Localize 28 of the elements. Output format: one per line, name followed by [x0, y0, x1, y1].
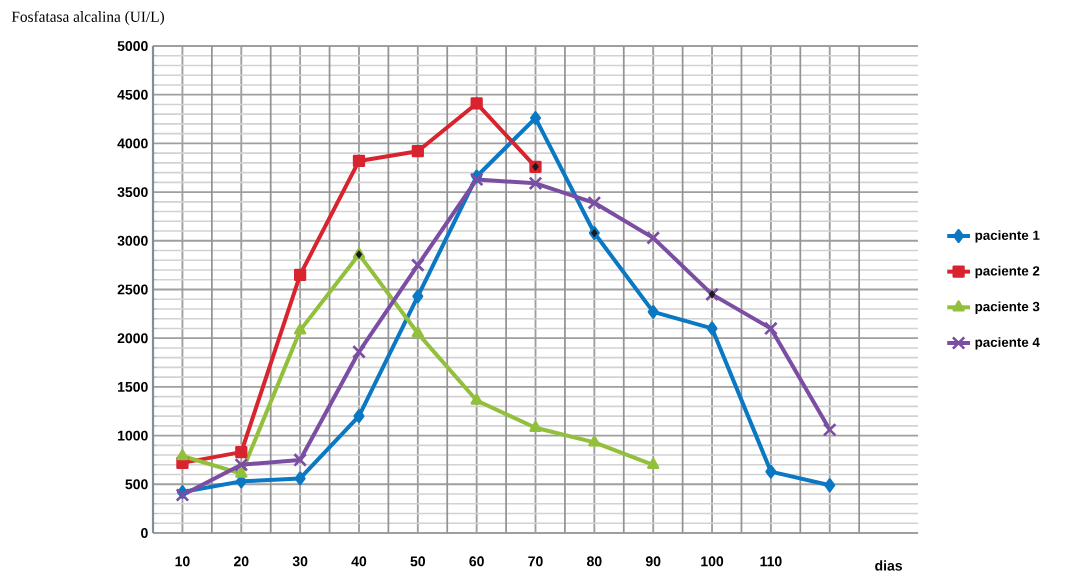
y-tick-label: 500: [125, 479, 148, 490]
x-tick-label: 110: [760, 556, 782, 567]
legend-label: paciente 4: [975, 337, 1040, 350]
y-tick-label: 4500: [117, 89, 148, 100]
y-tick-label: 1500: [118, 381, 148, 392]
y-tick-label: 1000: [118, 430, 148, 441]
x-tick-label: 40: [351, 556, 367, 567]
x-tick-label: 30: [292, 556, 308, 567]
y-axis-title: Fosfatasa alcalina (UI/L): [11, 10, 164, 26]
x-tick-label: 10: [175, 556, 190, 567]
x-tick-label: 100: [701, 556, 724, 567]
y-tick-label: 0: [141, 528, 148, 538]
x-tick-label: 70: [528, 556, 543, 567]
x-tick-label: 20: [233, 556, 249, 567]
y-tick-label: 5000: [117, 41, 148, 51]
legend-label: paciente 3: [975, 301, 1040, 314]
legend-label: paciente 1: [975, 230, 1040, 243]
legend-label: paciente 2: [975, 265, 1040, 279]
y-tick-label: 2000: [117, 333, 148, 344]
x-tick-label: 80: [587, 556, 602, 567]
y-tick-label: 2500: [117, 284, 148, 295]
y-tick-label: 3500: [117, 187, 148, 198]
x-tick-label: 90: [645, 556, 661, 567]
x-axis-title: dias: [875, 560, 903, 571]
x-tick-label: 60: [469, 556, 484, 567]
x-tick-label: 50: [410, 556, 426, 567]
y-tick-label: 4000: [117, 138, 148, 149]
y-tick-label: 3000: [117, 235, 148, 246]
